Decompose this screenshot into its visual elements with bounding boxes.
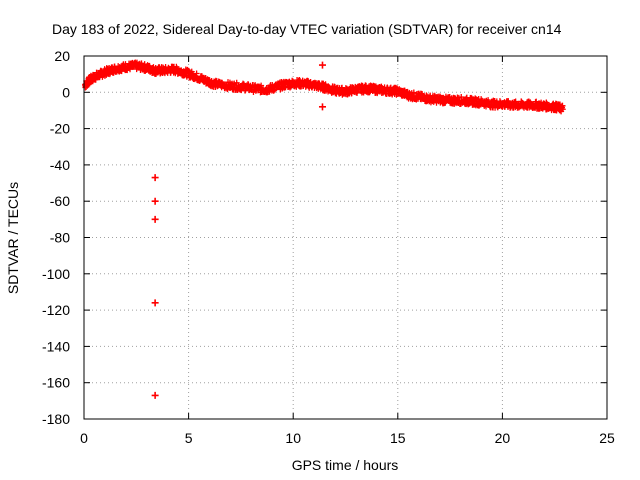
y-tick-label: -80 (50, 230, 70, 246)
x-tick-label: 5 (185, 430, 193, 446)
outlier-point (151, 391, 159, 399)
y-tick-label: -180 (42, 411, 70, 427)
outlier-point (318, 61, 326, 69)
x-tick-label: 0 (80, 430, 88, 446)
data-point (410, 89, 417, 96)
y-tick-label: -100 (42, 266, 70, 282)
x-tick-label: 20 (495, 430, 511, 446)
y-tick-label: -60 (50, 193, 70, 209)
y-tick-label: -20 (50, 121, 70, 137)
axis-ticks (83, 55, 608, 420)
y-tick-label: -140 (42, 338, 70, 354)
data-points (82, 59, 566, 399)
x-tick-label: 10 (285, 430, 301, 446)
outlier-point (151, 299, 159, 307)
outlier-point (318, 103, 326, 111)
x-tick-label: 25 (599, 430, 615, 446)
tick-labels: 0 5 10 15 20 25 20 0 -20 -40 -60 -80 -100 -120 -140 -16… (42, 48, 615, 446)
outlier-point (151, 174, 159, 182)
y-tick-label: 0 (62, 84, 70, 100)
y-tick-label: -120 (42, 302, 70, 318)
data-point (559, 106, 566, 113)
outlier-point (151, 197, 159, 205)
x-tick-label: 15 (390, 430, 406, 446)
outlier-point (151, 215, 159, 223)
y-tick-label: 20 (54, 48, 70, 64)
y-tick-label: -40 (50, 157, 70, 173)
x-axis-label: GPS time / hours (292, 457, 399, 473)
y-axis-label: SDTVAR / TECUs (5, 182, 21, 294)
y-tick-label: -160 (42, 375, 70, 391)
grid (84, 56, 607, 419)
data-point (258, 82, 265, 89)
chart-title: Day 183 of 2022, Sidereal Day-to-day VTE… (52, 21, 562, 37)
data-point (193, 70, 200, 77)
